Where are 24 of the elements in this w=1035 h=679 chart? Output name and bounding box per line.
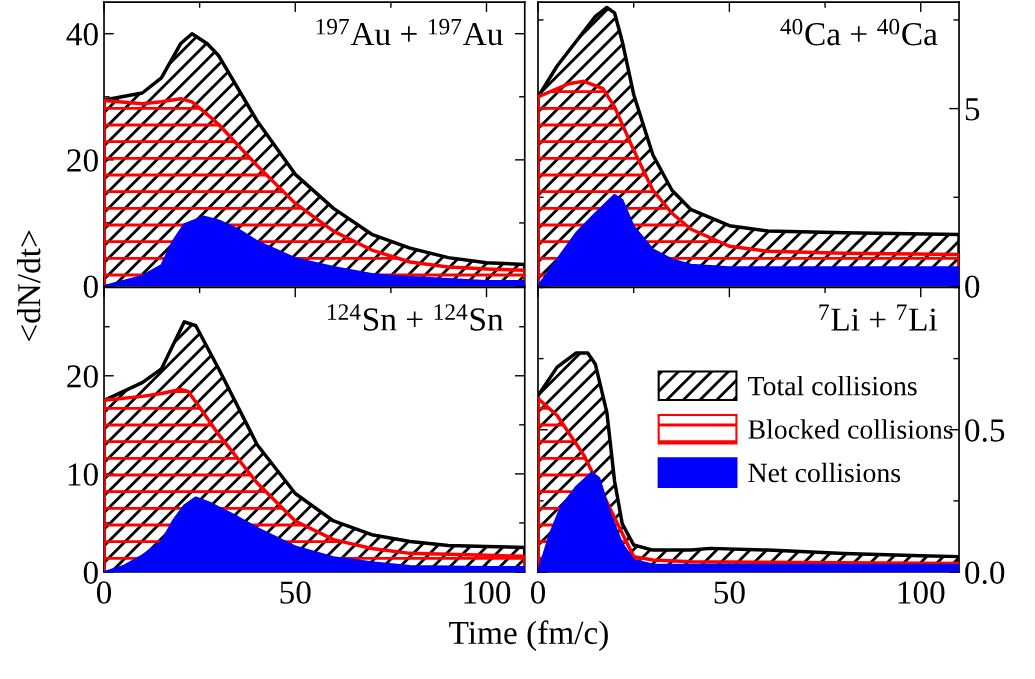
y-tick-label: 20 — [67, 365, 98, 388]
y-tick-label: 0 — [83, 561, 98, 584]
legend-label: Net collisions — [748, 462, 901, 483]
annotation: $^{197}$Au + $^{197}$Au — [316, 18, 503, 46]
y-tick-label: 0.5 — [965, 419, 1005, 442]
x-tick-label: 50 — [280, 581, 311, 604]
x-tick-label: 0 — [530, 581, 546, 604]
y-tick-label: 40 — [66, 23, 98, 46]
legend-label: Total collisions — [748, 375, 917, 396]
y-tick-label: 20 — [67, 149, 98, 172]
y-tick-label: 0 — [965, 275, 980, 298]
y-axis-title: <dN/dt> — [16, 230, 41, 342]
x-tick-label: 100 — [464, 581, 511, 604]
x-tick-label: 50 — [714, 581, 745, 604]
annotation: $^{7}$Li + $^{7}$Li — [819, 304, 938, 331]
y-tick-label: 0 — [83, 275, 98, 298]
x-axis-title: Time (fm/c) — [449, 620, 608, 651]
annotation: $^{40}$Ca + $^{40}$Ca — [780, 18, 938, 46]
annotation: $^{124}$Sn + $^{124}$Sn — [328, 304, 504, 331]
x-tick-label: 100 — [898, 581, 945, 604]
legend-label: Blocked collisions — [748, 419, 953, 439]
y-tick-label: 5 — [965, 98, 980, 121]
y-tick-label: 10 — [68, 463, 98, 486]
y-tick-label: 0.0 — [965, 561, 1005, 585]
